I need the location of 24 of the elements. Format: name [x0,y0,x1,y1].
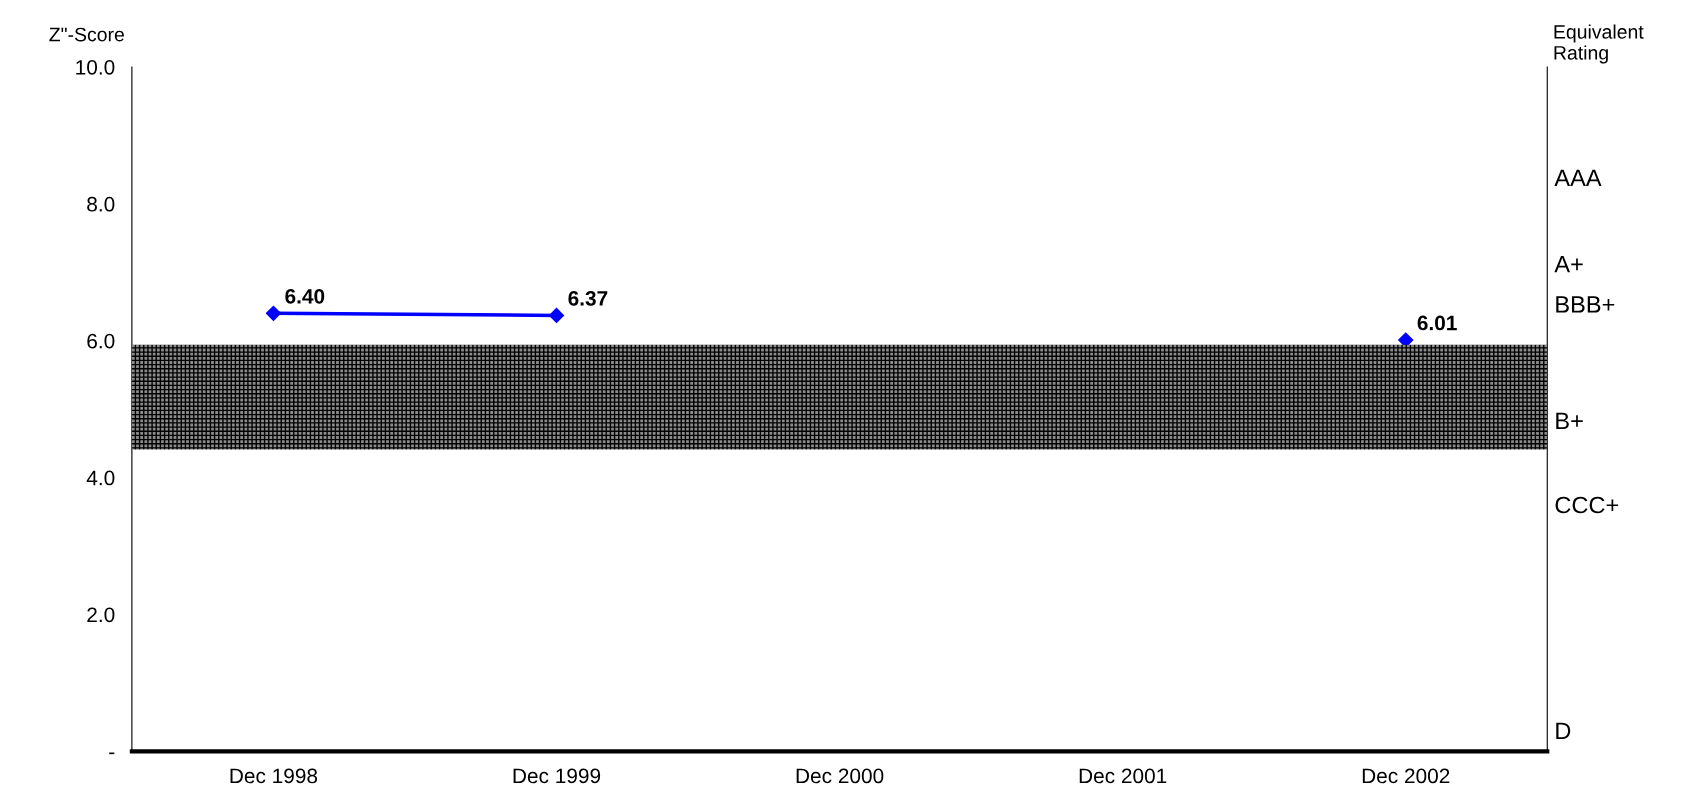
point [265,305,282,321]
data-label: 6.40 [285,288,325,304]
x-tick-label: Dec 2000 [796,768,884,784]
data-label: 6.01 [1417,315,1457,331]
x-tick-label: Dec 1998 [230,768,318,784]
y-tick-label: 10.0 [76,59,115,75]
text: A+ [1554,255,1583,273]
y2-axis-title: Equivalent Rating [1554,24,1644,64]
text: CCC+ [1555,496,1619,514]
y-tick-label: - [109,752,115,755]
y-tick-label: 6.0 [87,333,115,349]
x-tick-label: Dec 1999 [513,768,601,784]
text: BBB+ [1556,296,1615,313]
x-tick-label: Dec 2002 [1362,768,1450,784]
data-label: 6.37 [568,290,608,306]
x-tick-label: Dec 2001 [1079,768,1167,784]
y-axis-title: Z"-Score [49,27,124,42]
y-tick-label: 2.0 [87,607,115,623]
point [548,307,565,323]
text: B+ [1556,412,1583,429]
y-tick-label: 8.0 [87,196,115,212]
text: D [1556,722,1571,739]
text: AAA [1554,169,1602,186]
y-tick-label: 4.0 [86,470,115,486]
